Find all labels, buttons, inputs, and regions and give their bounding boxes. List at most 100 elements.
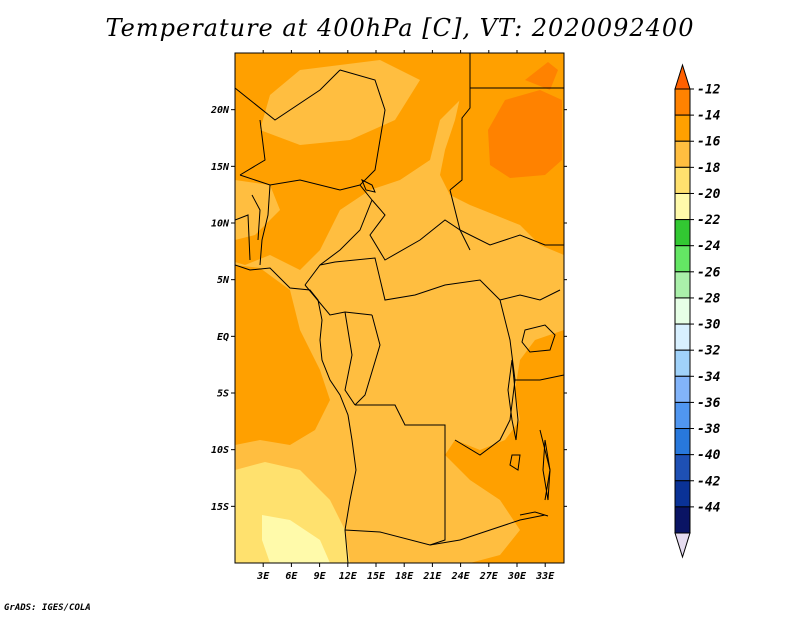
lake-malawi [542, 439, 551, 501]
colorbar-swatch [674, 428, 691, 456]
colorbar-label: -20 [697, 187, 721, 202]
border-nigeria-cameroon [304, 199, 373, 286]
lon-tick-label: 12E [339, 571, 358, 582]
lon-tick-label: 24E [451, 571, 471, 582]
lat-tick-label: EQ [217, 332, 229, 343]
lake-tanganyika [507, 359, 519, 441]
colorbar-swatch [674, 166, 691, 194]
colorbar-swatch [674, 375, 691, 403]
colorbar-label: -18 [697, 161, 721, 176]
software-credit: GrADS: IGES/COLA [4, 603, 91, 613]
lon-tick-label: 6E [285, 571, 298, 582]
colorbar-label: -32 [697, 344, 721, 359]
colorbar-swatch [674, 506, 691, 534]
lon-tick-label: 21E [422, 571, 442, 582]
coastline-west [235, 264, 357, 563]
colorbar-label: -22 [697, 213, 721, 228]
colorbar-swatch [674, 480, 691, 508]
border-sudan-ssudan [449, 189, 564, 246]
map-frame [234, 52, 565, 564]
colorbar-swatch [674, 245, 691, 273]
country-borders [235, 53, 564, 546]
colorbar-swatch [674, 114, 691, 142]
border-niger-chad [339, 69, 386, 201]
field-region-se [445, 330, 564, 563]
field-region-west-coast [235, 265, 330, 445]
border-west-small [235, 214, 251, 261]
lon-tick-label: 9E [314, 571, 327, 582]
colorbar-label: -40 [697, 448, 721, 463]
lake-mweru [509, 454, 521, 471]
border-namibia [344, 529, 461, 546]
colorbar-label: -36 [697, 396, 721, 411]
border-niger-nigeria [239, 174, 361, 191]
field-region-palest-sw [262, 515, 330, 563]
lat-tick-label: 15S [211, 502, 229, 513]
lat-tick-label: 10N [211, 219, 230, 230]
lon-tick-label: 15E [367, 571, 386, 582]
border-car-congo [319, 257, 501, 301]
colorbar-swatch [674, 349, 691, 377]
border-mali-niger [239, 119, 266, 176]
colorbar-label: -16 [697, 135, 721, 150]
colorbar-label: -34 [697, 370, 721, 385]
colorbar-swatch [674, 323, 691, 351]
colorbar-swatch [674, 219, 691, 247]
colorbar-label: -44 [697, 500, 721, 515]
axis-ticks: 3E 6E 9E 12E 15E 18E 21E 24E 27E 30E 33E 20N 15N 10N 5… [210, 50, 567, 582]
lake-chad [361, 178, 376, 193]
lat-tick-label: 5S [217, 389, 229, 400]
border-drc-angola [355, 404, 446, 470]
lake-kariba [519, 511, 549, 517]
lon-tick-label: 27E [479, 571, 499, 582]
colorbar-top-triangle [674, 63, 691, 90]
colorbar-swatch [674, 297, 691, 325]
lakes [361, 178, 556, 517]
border-gabon-congo [344, 311, 356, 406]
field-region-warm-core [488, 90, 562, 178]
border-libya-sudan [449, 53, 471, 191]
colorbar-label: -12 [697, 83, 721, 98]
field-region-light-west [235, 180, 280, 240]
colorbar-bottom-triangle [674, 532, 691, 559]
lon-tick-label: 33E [535, 571, 555, 582]
border-congo-drc [354, 314, 381, 406]
border-tanzania [515, 374, 564, 381]
border-zambia-south [459, 514, 546, 541]
chart-title: Temperature at 400hPa [C], VT: 202009240… [105, 14, 695, 42]
lat-tick-label: 20N [210, 105, 230, 116]
border-angola-zambia [429, 470, 446, 546]
colorbar-swatch [674, 271, 691, 299]
colorbar-label: -38 [697, 422, 721, 437]
border-chad-car [369, 199, 471, 261]
lon-tick-label: 3E [256, 571, 270, 582]
colorbar-label: -14 [697, 109, 721, 124]
lon-tick-label: 18E [395, 571, 414, 582]
border-nigeria-benin [259, 184, 271, 266]
colorbar: -12 -14 -16 -18 -20 -22 -24 -26 -28 -30 -32 -34 -36 -… [674, 63, 721, 559]
colorbar-label: -24 [697, 239, 721, 254]
colorbar-label: -28 [697, 291, 721, 306]
field-region-light-north [260, 60, 420, 145]
colorbar-label: -26 [697, 265, 721, 280]
field-region-warm-ne-tip [525, 62, 558, 90]
colorbar-swatch [674, 140, 691, 168]
border-drc-east [454, 299, 516, 456]
lat-tick-label: 10S [211, 445, 229, 456]
colorbar-swatch [674, 192, 691, 221]
colorbar-label: -30 [697, 318, 721, 333]
lake-victoria [521, 324, 556, 353]
border-ssudan-uganda [499, 289, 561, 301]
colorbar-swatch [674, 454, 691, 482]
colorbar-swatch [674, 88, 691, 116]
temperature-field [235, 53, 564, 563]
colorbar-swatch [674, 401, 691, 430]
lat-tick-label: 15N [211, 162, 230, 173]
lat-tick-label: 5N [217, 275, 230, 286]
colorbar-label: -42 [697, 474, 721, 489]
border-algeria-niger [235, 69, 341, 121]
lon-tick-label: 30E [507, 571, 527, 582]
border-west-small-2 [251, 194, 261, 241]
